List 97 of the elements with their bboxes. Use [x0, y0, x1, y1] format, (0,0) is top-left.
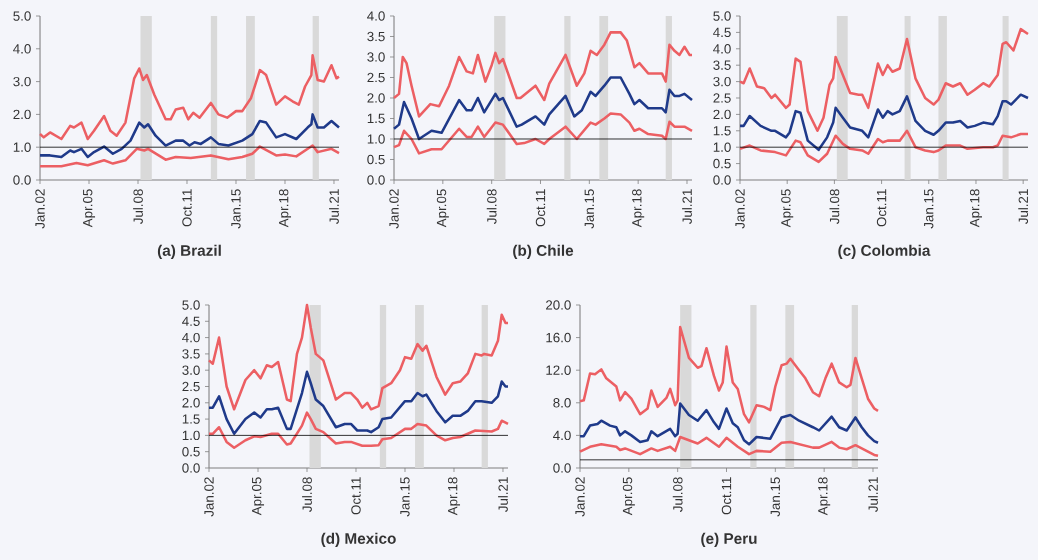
y-tick-label: 4.0 [553, 430, 571, 441]
y-tick-label: 0.0 [367, 175, 385, 185]
line-series [578, 435, 880, 458]
line-series [38, 113, 341, 159]
x-tick-label: Jan.02 [735, 189, 745, 229]
line-series [738, 27, 1030, 133]
y-tick-label: 4.0 [13, 44, 31, 54]
x-tick-label: Apr.05 [781, 189, 794, 228]
y-tick-label: 5.0 [713, 11, 731, 21]
line-series [738, 129, 1030, 164]
y-tick-label: 4.0 [713, 44, 731, 54]
y-tick-label: 1.5 [367, 113, 385, 124]
line-series [207, 411, 510, 450]
x-tick-label: Jul.21 [329, 189, 339, 225]
text: (c) Colombia [838, 244, 931, 259]
line-series [578, 325, 880, 424]
y-tick-label: 4.0 [182, 332, 200, 343]
y-tick-label: 0.5 [182, 446, 200, 457]
y-tick-label: 2.0 [182, 398, 200, 408]
x-tick-label: Apr.18 [969, 189, 982, 228]
x-tick-label: Apr.05 [82, 189, 96, 228]
y-tick-label: 3.0 [182, 365, 200, 375]
x-tick-label: Jan.15 [584, 189, 594, 229]
x-tick-label: Jan.15 [924, 189, 934, 229]
x-tick-label: Jul.08 [486, 189, 497, 225]
y-tick-label: 3.0 [367, 52, 385, 62]
x-tick-label: Apr.18 [818, 477, 831, 516]
x-tick-label: Jan.02 [35, 189, 45, 229]
y-tick-label: 0.0 [713, 175, 731, 185]
line-series [392, 76, 694, 141]
y-tick-label: 4.0 [367, 11, 385, 21]
y-tick-label: 5.0 [13, 11, 31, 21]
x-tick-label: Apr.05 [622, 477, 635, 516]
x-tick-label: Apr.18 [447, 477, 461, 516]
x-tick-label: Oct.11 [721, 477, 732, 515]
y-tick-label: 5.0 [182, 300, 200, 310]
y-tick-label: 3.0 [13, 76, 31, 87]
line-series [392, 112, 694, 155]
x-tick-label: Apr.05 [251, 477, 265, 516]
x-tick-label: Jan.02 [389, 189, 399, 229]
y-tick-label: 2.5 [713, 93, 731, 103]
x-tick-label: Jan.02 [575, 477, 585, 517]
x-tick-label: Jul.21 [1018, 189, 1029, 225]
y-tick-label: 2.0 [13, 109, 31, 120]
x-tick-label: Apr.18 [278, 189, 292, 228]
x-tick-label: Oct.11 [351, 477, 361, 515]
x-tick-label: Jan.15 [770, 477, 780, 517]
line-series [38, 54, 341, 141]
y-tick-label: 12.0 [546, 365, 571, 375]
x-tick-label: Oct.11 [876, 189, 887, 227]
y-tick-label: 0.0 [13, 175, 31, 185]
text: (a) Brazil [157, 244, 221, 259]
x-tick-label: Jul.08 [829, 189, 840, 225]
x-tick-label: Jan.15 [400, 477, 410, 517]
y-tick-label: 4.5 [713, 27, 731, 38]
y-tick-label: 4.5 [182, 316, 200, 326]
y-tick-label: 1.0 [367, 134, 385, 144]
x-tick-label: Jul.08 [672, 477, 683, 513]
line-series [38, 144, 341, 168]
text: (e) Peru [701, 532, 757, 547]
x-tick-label: Jul.21 [498, 477, 508, 513]
y-tick-label: 0.0 [182, 463, 200, 473]
line-series [207, 303, 510, 411]
y-tick-label: 2.0 [367, 93, 385, 103]
y-tick-label: 0.5 [713, 158, 731, 169]
x-tick-label: Jul.21 [682, 189, 692, 225]
x-tick-label: Jul.08 [133, 189, 143, 225]
y-tick-label: 2.5 [182, 381, 200, 392]
x-tick-label: Oct.11 [535, 189, 546, 227]
x-tick-label: Jul.21 [868, 477, 878, 513]
y-tick-label: 1.0 [182, 430, 200, 441]
y-tick-label: 0.5 [367, 154, 385, 165]
y-tick-label: 0.0 [553, 463, 571, 473]
y-tick-label: 1.0 [713, 142, 731, 152]
y-tick-label: 2.0 [713, 109, 731, 120]
y-tick-label: 3.5 [713, 60, 731, 70]
x-tick-label: Jan.15 [231, 189, 241, 229]
x-tick-label: Jan.02 [204, 477, 214, 517]
line-series [392, 31, 694, 118]
y-tick-label: 8.0 [553, 398, 571, 408]
y-tick-label: 16.0 [546, 332, 571, 343]
line-series [578, 402, 880, 446]
text: (b) Chile [513, 244, 574, 259]
x-tick-label: Apr.05 [436, 189, 449, 228]
line-series [738, 93, 1030, 152]
text: (d) Mexico [321, 532, 396, 547]
y-tick-label: 1.5 [182, 414, 200, 424]
y-tick-label: 1.0 [13, 142, 31, 152]
y-tick-label: 2.5 [367, 72, 385, 83]
x-tick-label: Oct.11 [182, 189, 192, 227]
y-tick-label: 3.0 [713, 76, 731, 87]
y-tick-label: 3.5 [367, 31, 385, 42]
y-tick-label: 3.5 [182, 349, 200, 359]
y-tick-label: 1.5 [713, 126, 731, 136]
x-tick-label: Apr.18 [632, 189, 645, 228]
x-tick-label: Jul.08 [302, 477, 312, 513]
y-tick-label: 20.0 [546, 300, 571, 310]
